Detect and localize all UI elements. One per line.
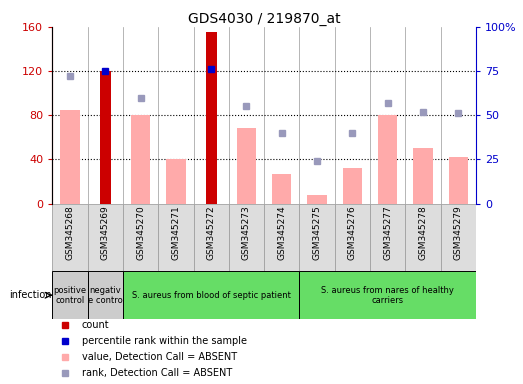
Bar (299, 204, 335, 271)
Text: GSM345275: GSM345275 (313, 205, 322, 260)
Text: S. aureus from blood of septic patient: S. aureus from blood of septic patient (132, 291, 291, 300)
Bar (264, 204, 299, 271)
Title: GDS4030 / 219870_at: GDS4030 / 219870_at (188, 12, 340, 26)
Text: GSM345271: GSM345271 (172, 205, 180, 260)
Bar (166, 159, 186, 204)
Bar (405, 204, 440, 271)
Bar (299, 271, 476, 319)
Text: negativ
e contro: negativ e contro (88, 286, 122, 305)
Text: GSM345279: GSM345279 (454, 205, 463, 260)
Text: GSM345278: GSM345278 (418, 205, 427, 260)
Bar (194, 204, 229, 271)
Bar (370, 204, 405, 271)
Text: rank, Detection Call = ABSENT: rank, Detection Call = ABSENT (82, 368, 232, 378)
Text: GSM345272: GSM345272 (207, 205, 215, 260)
Text: GSM345277: GSM345277 (383, 205, 392, 260)
Bar (52, 271, 87, 319)
Bar (100, 71, 110, 204)
Text: S. aureus from nares of healthy
carriers: S. aureus from nares of healthy carriers (321, 286, 454, 305)
Bar (413, 148, 433, 204)
Bar (335, 204, 370, 271)
Bar (123, 204, 158, 271)
Bar (378, 115, 397, 204)
Text: GSM345276: GSM345276 (348, 205, 357, 260)
Text: GSM345273: GSM345273 (242, 205, 251, 260)
Text: count: count (82, 320, 110, 330)
Text: GSM345274: GSM345274 (277, 205, 286, 260)
Text: infection: infection (9, 290, 51, 300)
Text: GSM345270: GSM345270 (136, 205, 145, 260)
Bar (206, 32, 217, 204)
Bar (158, 204, 194, 271)
Bar (60, 110, 79, 204)
Text: GSM345269: GSM345269 (101, 205, 110, 260)
Bar (449, 157, 468, 204)
Text: GSM345268: GSM345268 (65, 205, 74, 260)
Bar (272, 174, 291, 204)
Bar (440, 204, 476, 271)
Text: percentile rank within the sample: percentile rank within the sample (82, 336, 247, 346)
Text: value, Detection Call = ABSENT: value, Detection Call = ABSENT (82, 352, 237, 362)
Bar (343, 168, 362, 204)
Bar (87, 271, 123, 319)
Bar (237, 128, 256, 204)
Bar (229, 204, 264, 271)
Bar (131, 115, 150, 204)
Bar (87, 204, 123, 271)
Bar (52, 204, 87, 271)
Text: positive
control: positive control (53, 286, 86, 305)
Bar (123, 271, 299, 319)
Bar (308, 195, 327, 204)
